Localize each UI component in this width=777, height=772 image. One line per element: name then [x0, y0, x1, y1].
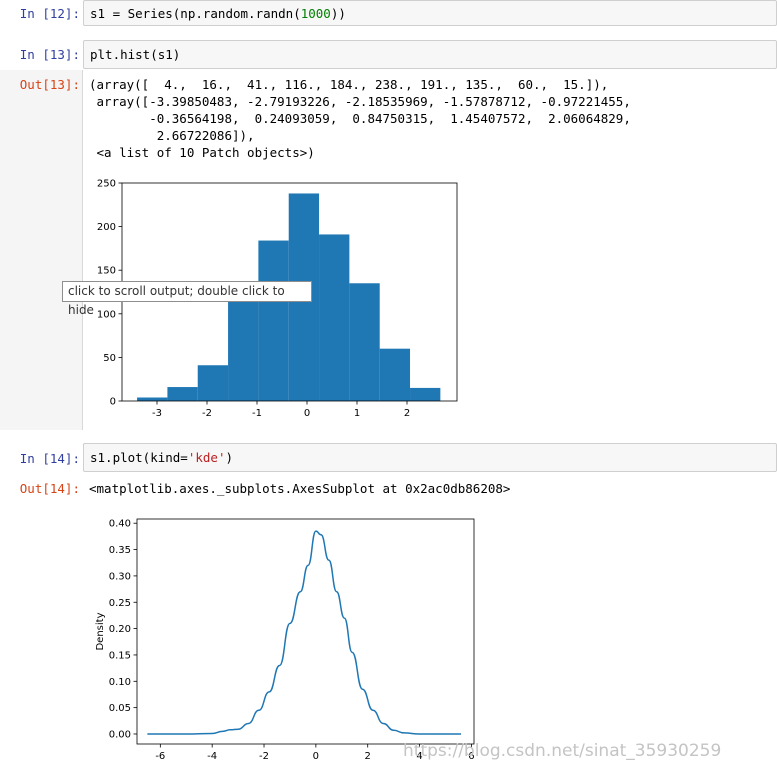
y-tick-label: 0.40: [109, 519, 131, 530]
x-tick-label: 0: [304, 408, 310, 419]
y-tick-label: 0.30: [109, 571, 131, 582]
x-tick-label: -6: [155, 751, 165, 762]
output-prompt-13[interactable]: Out[13]:: [19, 77, 80, 92]
histogram-bar: [137, 397, 168, 401]
x-tick-label: -2: [202, 408, 212, 419]
output-text-13: (array([ 4., 16., 41., 116., 184., 238.,…: [89, 77, 631, 160]
histogram-bar: [258, 240, 289, 401]
output-text-14: <matplotlib.axes._subplots.AxesSubplot a…: [89, 481, 511, 496]
watermark: https://blog.csdn.net/sinat_35930259: [403, 741, 722, 761]
x-tick-label: 6: [468, 751, 474, 762]
y-tick-label: 0.35: [109, 545, 131, 556]
histogram-bar: [228, 299, 259, 401]
y-tick-label: 0: [110, 397, 116, 408]
code-cell-13[interactable]: plt.hist(s1): [83, 40, 777, 69]
histogram-bar: [197, 365, 229, 401]
y-tick-label: 200: [97, 222, 116, 233]
code-cell-12[interactable]: s1 = Series(np.random.randn(1000)): [83, 0, 777, 26]
histogram-bar: [410, 387, 441, 401]
input-prompt-12: In [12]:: [19, 6, 80, 21]
y-tick-label: 250: [97, 179, 116, 190]
histogram-bar: [167, 387, 198, 401]
x-tick-label: -2: [259, 751, 269, 762]
x-tick-label: 1: [354, 408, 360, 419]
input-prompt-13: In [13]:: [19, 47, 80, 62]
x-tick-label: 4: [416, 751, 422, 762]
kde-chart: -6 -4 -2 0 2 4 6 0.00 0.05 0.10 0.15 0.20 0.25 0.30 0.…: [95, 518, 475, 762]
histogram-bar: [319, 234, 350, 401]
code-text-12: s1 = Series(np.random.randn(1000)): [90, 6, 346, 21]
x-tick-label: 2: [404, 408, 410, 419]
x-tick-label: 2: [365, 751, 371, 762]
plot-frame: [136, 518, 475, 745]
y-tick-label: 0.00: [109, 729, 131, 740]
y-tick-label: 0.25: [109, 598, 131, 609]
y-tick-label: 100: [97, 309, 116, 320]
y-tick-label: 0.05: [109, 703, 131, 714]
output-prompt-14[interactable]: Out[14]:: [19, 481, 80, 496]
x-tick-label: -1: [252, 408, 262, 419]
x-tick-label: -3: [152, 408, 162, 419]
y-tick-label: 50: [103, 353, 116, 364]
y-tick-label: 0.20: [109, 624, 131, 635]
scroll-tooltip: click to scroll output; double click to …: [62, 281, 312, 317]
y-axis-label: Density: [95, 612, 106, 650]
y-tick-label: 150: [97, 266, 116, 277]
kde-line: [147, 530, 462, 735]
input-prompt-14: In [14]:: [19, 451, 80, 466]
histogram-bar: [349, 283, 380, 401]
y-tick-label: 0.15: [109, 650, 131, 661]
code-text-13: plt.hist(s1): [90, 47, 181, 62]
code-text-14: s1.plot(kind='kde'): [90, 450, 234, 465]
x-tick-label: -4: [207, 751, 217, 762]
histogram-bar: [379, 348, 411, 401]
output-scroll-area[interactable]: [0, 70, 83, 430]
y-tick-label: 0.10: [109, 677, 131, 688]
code-cell-14[interactable]: s1.plot(kind='kde'): [83, 443, 777, 472]
x-tick-label: 0: [313, 751, 319, 762]
